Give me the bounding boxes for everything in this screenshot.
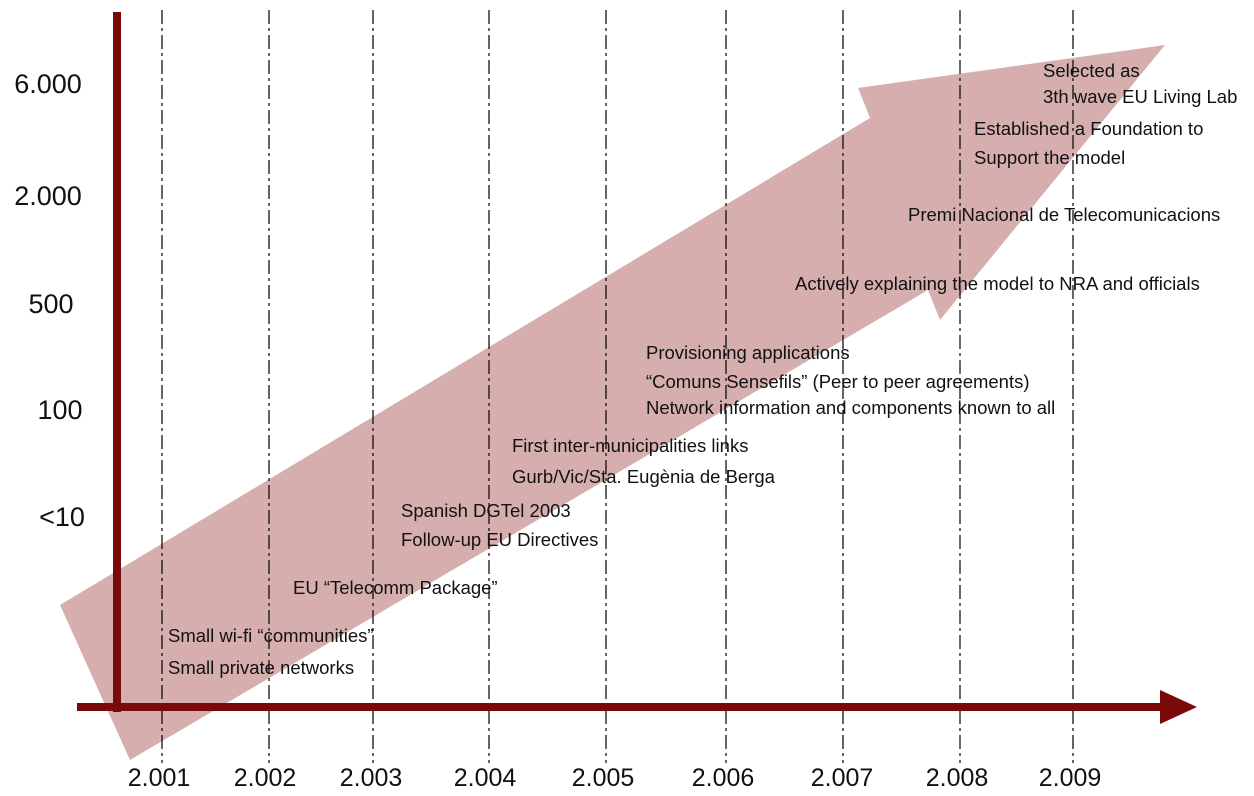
x-label: 2.004 (454, 764, 517, 792)
x-label: 2.008 (926, 764, 989, 792)
event-line: Small private networks (168, 657, 354, 678)
event-line: Provisioning applications (646, 342, 850, 363)
event-line: Actively explaining the model to NRA and… (795, 273, 1200, 294)
y-label: 6.000 (14, 69, 82, 99)
y-label: 2.000 (14, 181, 82, 211)
x-label: 2.002 (234, 764, 297, 792)
axes (77, 12, 1197, 724)
x-axis-labels: 2.001 2.002 2.003 2.004 2.005 2.006 2.00… (128, 764, 1102, 792)
year-gridlines (161, 10, 1074, 763)
growth-arrow (60, 45, 1165, 760)
event-2001: Small wi-fi “communities” Small private … (168, 625, 374, 678)
event-line: Follow-up EU Directives (401, 529, 598, 550)
event-line: EU “Telecomm Package” (293, 577, 498, 598)
x-axis-arrowhead (1160, 690, 1197, 724)
x-label: 2.009 (1039, 764, 1102, 792)
event-2005: Provisioning applications “Comuns Sensef… (646, 342, 1055, 418)
event-line: Spanish DGTel 2003 (401, 500, 571, 521)
y-label: 100 (37, 395, 82, 425)
event-line: Established a Foundation to (974, 118, 1203, 139)
x-label: 2.006 (692, 764, 755, 792)
event-line: Support the model (974, 147, 1125, 168)
x-label: 2.003 (340, 764, 403, 792)
event-line: Gurb/Vic/Sta. Eugènia de Berga (512, 466, 776, 487)
event-line: Selected as (1043, 60, 1140, 81)
events: Small wi-fi “communities” Small private … (168, 60, 1237, 678)
event-2002: EU “Telecomm Package” (293, 577, 498, 598)
x-label: 2.005 (572, 764, 635, 792)
event-line: Premi Nacional de Telecomunicacions (908, 204, 1220, 225)
y-axis-labels: 6.000 2.000 500 100 <10 (14, 69, 85, 532)
event-2008-award: Premi Nacional de Telecomunicacions (908, 204, 1220, 225)
x-label: 2.007 (811, 764, 874, 792)
y-label: 500 (28, 289, 73, 319)
event-line: “Comuns Sensefils” (Peer to peer agreeme… (646, 371, 1030, 392)
x-label: 2.001 (128, 764, 191, 792)
event-2008-foundation: Established a Foundation to Support the … (974, 118, 1203, 168)
event-line: Small wi-fi “communities” (168, 625, 374, 646)
event-line: 3th wave EU Living Lab (1043, 86, 1237, 107)
event-2009: Selected as 3th wave EU Living Lab (1043, 60, 1237, 107)
event-2007: Actively explaining the model to NRA and… (795, 273, 1200, 294)
y-label: <10 (39, 502, 85, 532)
event-2003: Spanish DGTel 2003 Follow-up EU Directiv… (401, 500, 598, 550)
event-line: First inter-municipalities links (512, 435, 748, 456)
event-line: Network information and components known… (646, 397, 1055, 418)
event-2004: First inter-municipalities links Gurb/Vi… (512, 435, 776, 487)
